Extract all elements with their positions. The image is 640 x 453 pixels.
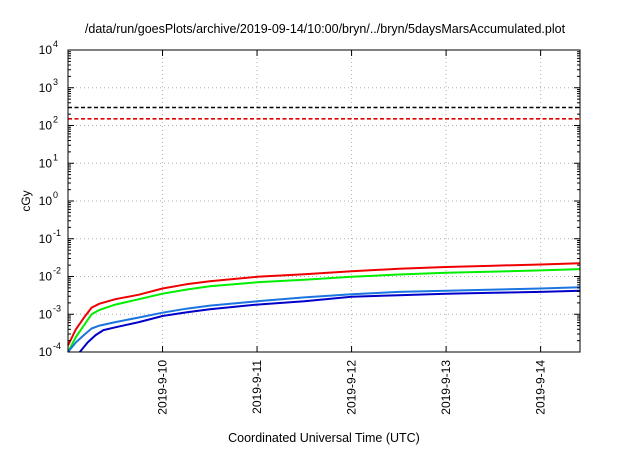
series-line (67, 262, 581, 346)
y-tick-base: 10 (39, 194, 53, 208)
y-tick-exponent: 3 (53, 77, 58, 87)
y-tick-label: 101 (39, 152, 58, 170)
reference-lines (68, 106, 580, 120)
y-tick-exponent: -1 (53, 228, 61, 238)
y-tick-base: 10 (39, 270, 53, 284)
y-tick-label: 102 (39, 115, 58, 133)
y-tick-base: 10 (39, 232, 53, 246)
y-tick-label: 100 (39, 190, 58, 208)
y-tick-base: 10 (39, 345, 53, 359)
x-axis-label: Coordinated Universal Time (UTC) (228, 431, 420, 445)
x-tick-label: 2019-9-12 (345, 360, 359, 415)
x-tick-label: 2019-9-11 (250, 360, 264, 414)
y-tick-exponent: -4 (53, 341, 61, 351)
x-tick-label: 2019-9-14 (534, 360, 548, 415)
grid (68, 50, 580, 352)
series-line (67, 286, 581, 353)
y-tick-label: 10-4 (39, 341, 61, 359)
chart-title: /data/run/goesPlots/archive/2019-09-14/1… (85, 22, 566, 36)
series-line (67, 268, 581, 353)
x-tick-label: 2019-9-10 (156, 360, 170, 415)
y-tick-label: 103 (39, 77, 58, 95)
y-tick-label: 10-1 (39, 228, 61, 246)
y-tick-base: 10 (39, 119, 53, 133)
y-tick-exponent: 4 (53, 39, 58, 49)
y-tick-label: 104 (39, 39, 58, 57)
y-tick-exponent: -2 (53, 266, 61, 276)
y-tick-exponent: 2 (53, 115, 58, 125)
series-line (79, 289, 581, 353)
y-tick-base: 10 (39, 43, 53, 57)
y-tick-exponent: 1 (53, 152, 58, 162)
y-tick-label: 10-2 (39, 266, 61, 284)
y-tick-label: 10-3 (39, 303, 61, 321)
y-tick-exponent: -3 (53, 303, 61, 313)
y-tick-base: 10 (39, 307, 53, 321)
x-axis: 2019-9-10 2019-9-11 2019-9-12 2019-9-13 2019… (156, 50, 548, 415)
x-tick-label: 2019-9-13 (439, 360, 453, 415)
y-tick-base: 10 (39, 156, 53, 170)
y-tick-exponent: 0 (53, 190, 58, 200)
y-axis-label: cGy (19, 190, 33, 211)
series-lines (67, 262, 581, 353)
y-tick-base: 10 (39, 81, 53, 95)
